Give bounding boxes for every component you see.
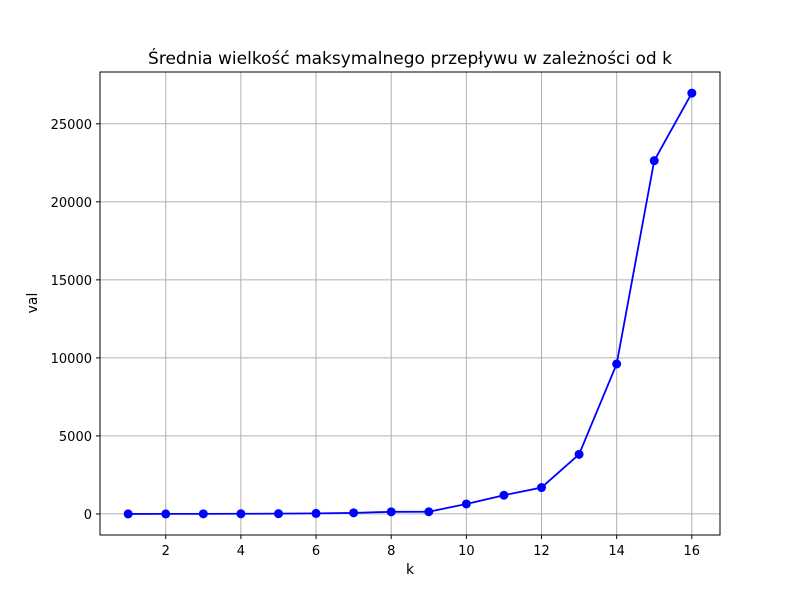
x-tick-label: 4 <box>237 544 245 559</box>
x-tick-label: 14 <box>608 544 625 559</box>
y-axis-label: val <box>25 293 41 314</box>
data-point <box>161 509 171 519</box>
data-point <box>649 156 659 166</box>
plot-frame <box>99 71 721 536</box>
data-point <box>123 509 133 519</box>
data-point <box>198 509 208 519</box>
x-tick-label: 2 <box>162 544 170 559</box>
x-axis-label: k <box>406 562 415 578</box>
y-tick-label: 0 <box>84 508 92 523</box>
data-point <box>612 359 622 369</box>
data-point <box>499 490 509 500</box>
x-tick-label: 8 <box>387 544 395 559</box>
grid <box>100 72 720 535</box>
data-point <box>574 449 584 459</box>
series-layer <box>123 88 697 519</box>
y-axis-ticks: 0 5000 10000 15000 20000 25000 <box>51 118 100 523</box>
data-point <box>349 508 359 518</box>
data-point <box>273 509 283 519</box>
y-tick-label: 5000 <box>59 430 92 445</box>
x-tick-label: 12 <box>533 544 550 559</box>
x-tick-label: 16 <box>684 544 701 559</box>
data-point <box>537 483 547 493</box>
data-point <box>424 507 434 517</box>
x-tick-label: 6 <box>312 544 320 559</box>
y-tick-label: 20000 <box>51 196 92 211</box>
y-tick-label: 15000 <box>51 274 92 289</box>
data-point <box>687 88 697 98</box>
data-point <box>461 499 471 509</box>
data-point <box>236 509 246 519</box>
data-point <box>386 507 396 517</box>
x-axis-ticks: 2 4 6 8 10 12 14 16 <box>162 535 700 559</box>
y-tick-label: 25000 <box>51 118 92 133</box>
data-point <box>311 508 321 518</box>
x-tick-label: 10 <box>458 544 475 559</box>
chart-title: Średnia wielkość maksymalnego przepływu … <box>148 47 672 69</box>
series-line <box>128 92 693 515</box>
y-tick-label: 10000 <box>51 352 92 367</box>
